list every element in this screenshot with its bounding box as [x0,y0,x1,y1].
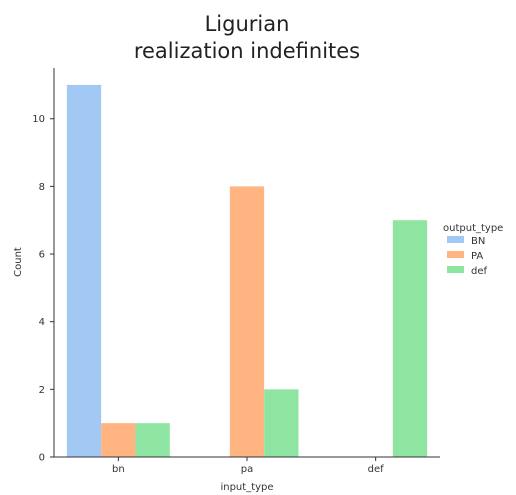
x-tick-label: pa [241,464,253,475]
legend-label-PA: PA [471,251,483,262]
y-ticks: 0 2 4 6 8 10 [32,114,54,464]
bar-pa-PA [229,186,265,457]
y-tick-label: 0 [39,453,45,464]
y-axis-label: Count [13,247,24,277]
bar-pa-def [264,389,299,457]
bar-bn-PA [101,423,136,457]
y-tick-label: 10 [32,114,45,125]
x-tick-label: bn [112,464,125,475]
bar-bn-BN [66,84,102,457]
chart-title-line-2: realization indefinites [134,39,360,63]
bar-def-def [392,220,428,457]
legend-label-BN: BN [471,236,485,247]
x-ticks: bn pa def [112,457,384,475]
y-tick-label: 2 [39,385,45,396]
legend-swatch-BN [447,236,464,243]
y-tick-label: 6 [39,250,45,261]
legend-title: output_type [443,223,503,234]
plot-area [66,84,428,457]
chart-title-line-1: Ligurian [205,12,290,36]
legend-label-def: def [471,266,488,277]
x-axis-label: input_type [220,482,273,493]
legend: output_type BN PA def [443,223,503,277]
legend-swatch-def [447,266,464,273]
bar-bn-def [135,423,170,457]
y-tick-label: 4 [39,317,45,328]
legend-swatch-PA [447,251,464,258]
x-tick-label: def [368,464,385,475]
y-tick-label: 8 [39,182,45,193]
